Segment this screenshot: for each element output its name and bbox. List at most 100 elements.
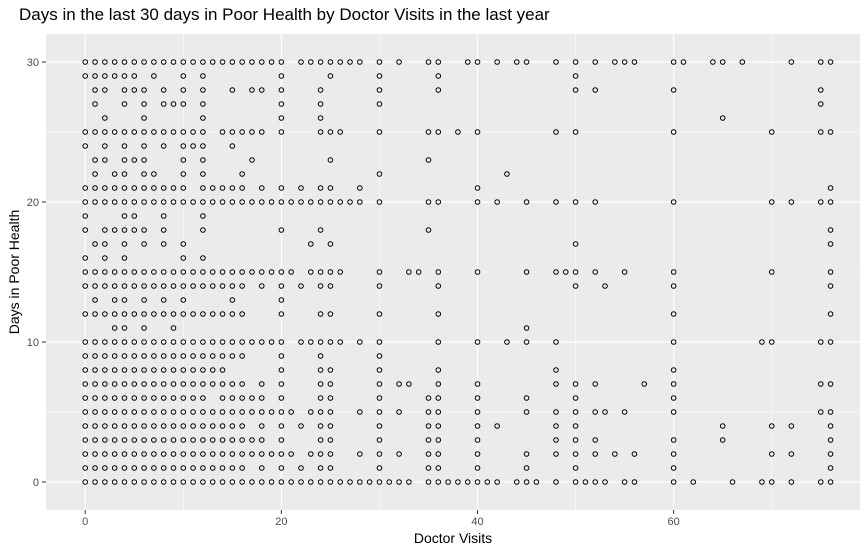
data-point — [258, 395, 265, 401]
data-point — [249, 129, 255, 135]
data-point — [200, 87, 206, 93]
y-tick-label: 10 — [27, 337, 39, 349]
data-point — [131, 353, 138, 359]
data-point — [180, 367, 187, 373]
data-point — [298, 185, 304, 191]
data-point — [327, 451, 334, 457]
data-point — [131, 423, 138, 429]
data-point — [553, 423, 559, 429]
data-point — [631, 59, 638, 65]
data-point — [190, 143, 196, 149]
data-point — [200, 143, 206, 149]
data-point — [131, 227, 138, 233]
data-point — [523, 395, 530, 401]
data-point — [357, 59, 363, 65]
data-point — [82, 409, 89, 415]
data-point — [474, 199, 481, 205]
data-point — [425, 451, 432, 457]
data-point — [190, 129, 196, 135]
data-point — [759, 339, 765, 345]
data-point — [249, 157, 255, 163]
data-point — [249, 339, 255, 345]
data-point — [592, 269, 599, 275]
data-point — [474, 437, 481, 443]
data-point — [209, 367, 216, 373]
data-point — [347, 199, 353, 205]
data-point — [141, 437, 147, 443]
data-point — [572, 423, 579, 429]
data-point — [827, 465, 834, 471]
data-point — [278, 185, 285, 191]
data-point — [170, 101, 177, 107]
data-point — [141, 185, 147, 191]
data-point — [92, 269, 98, 275]
data-point — [102, 423, 108, 429]
data-point — [249, 269, 255, 275]
data-point — [200, 185, 206, 191]
data-point — [121, 227, 128, 233]
data-point — [82, 353, 89, 359]
data-point — [396, 59, 402, 65]
data-point — [180, 87, 187, 93]
data-point — [121, 255, 128, 261]
data-point — [582, 479, 589, 485]
data-point — [180, 381, 187, 387]
data-point — [523, 409, 530, 415]
data-point — [82, 269, 89, 275]
data-point — [160, 143, 167, 149]
data-point — [553, 451, 559, 457]
data-point — [268, 59, 275, 65]
data-point — [415, 269, 422, 275]
data-point — [337, 269, 344, 275]
data-point — [670, 437, 677, 443]
data-point — [239, 451, 245, 457]
data-point — [249, 451, 255, 457]
data-point — [621, 409, 628, 415]
data-point — [229, 283, 236, 289]
data-point — [141, 395, 147, 401]
data-point — [170, 353, 177, 359]
data-point — [121, 381, 128, 387]
data-point — [572, 451, 579, 457]
data-point — [180, 339, 187, 345]
data-point — [209, 269, 216, 275]
data-point — [209, 381, 216, 387]
data-point — [190, 479, 196, 485]
data-point — [170, 423, 177, 429]
data-point — [572, 269, 579, 275]
data-point — [278, 353, 285, 359]
data-point — [102, 465, 108, 471]
data-point — [131, 213, 138, 219]
data-point — [278, 395, 285, 401]
data-point — [641, 381, 648, 387]
data-point — [190, 199, 196, 205]
data-point — [121, 423, 128, 429]
data-point — [180, 395, 187, 401]
data-point — [200, 199, 206, 205]
data-point — [376, 465, 383, 471]
data-point — [572, 437, 579, 443]
data-point — [474, 269, 481, 275]
data-point — [131, 437, 138, 443]
data-point — [229, 437, 236, 443]
data-point — [121, 129, 128, 135]
data-point — [219, 451, 226, 457]
data-point — [200, 255, 206, 261]
data-point — [121, 241, 128, 247]
data-point — [376, 129, 383, 135]
data-point — [768, 423, 775, 429]
data-point — [141, 353, 147, 359]
data-point — [670, 395, 677, 401]
data-point — [180, 143, 187, 149]
data-point — [357, 479, 363, 485]
data-point — [386, 479, 393, 485]
data-point — [827, 185, 834, 191]
data-point — [102, 367, 108, 373]
data-point — [670, 451, 677, 457]
minor-gridlines — [46, 34, 860, 510]
data-point — [602, 409, 608, 415]
data-point — [768, 339, 775, 345]
data-point — [180, 185, 187, 191]
data-point — [102, 59, 108, 65]
data-point — [151, 311, 157, 317]
